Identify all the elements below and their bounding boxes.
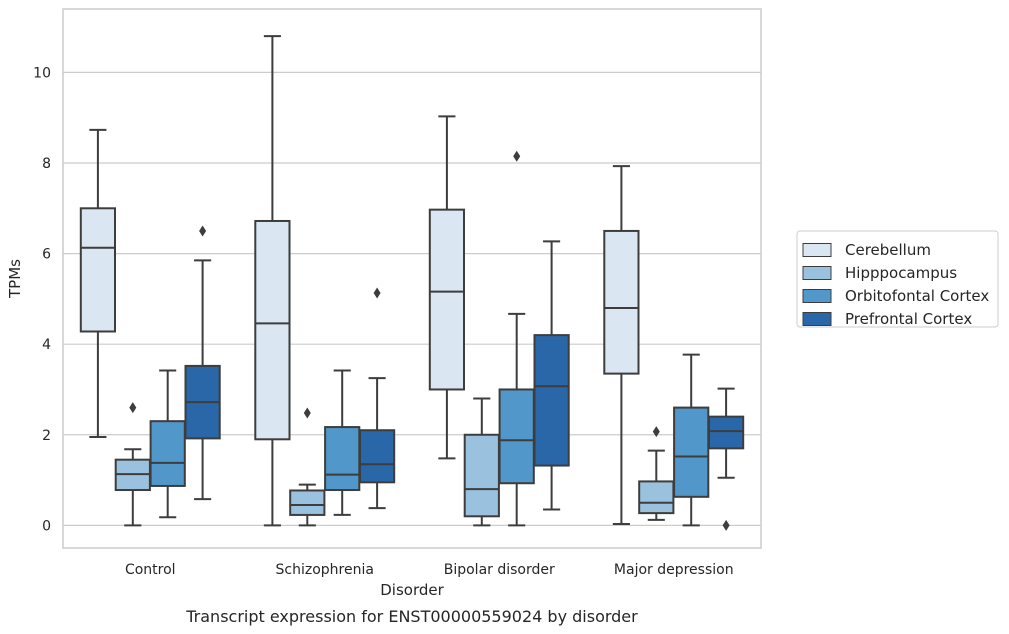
x-tick-labels: Control Schizophrenia Bipolar disorder Majo… (125, 562, 734, 578)
box-body (707, 415, 745, 450)
box-hipppocampus (463, 397, 500, 527)
legend-swatch (802, 243, 832, 257)
box-body (428, 208, 466, 391)
y-tick-labels: 0 2 4 6 8 10 (33, 65, 51, 534)
box-orbitofontal-cortex (498, 150, 535, 527)
box-body (498, 388, 535, 485)
legend-label: Hipppocampus (845, 264, 957, 282)
legend-item: Hipppocampus (802, 264, 957, 282)
box-body (638, 480, 675, 515)
box-cerebellum (254, 35, 291, 527)
legend-item: Cerebellum (802, 241, 931, 259)
chart-caption: Transcript expression for ENST0000055902… (185, 607, 638, 626)
box-cerebellum (79, 128, 117, 439)
box-body (673, 406, 710, 498)
box-body (149, 420, 186, 487)
legend-swatch (802, 266, 832, 280)
box-orbitofontal-cortex (149, 369, 186, 519)
outlier-point (129, 402, 137, 414)
x-tick-label: Bipolar disorder (444, 562, 555, 578)
box-prefrontal-cortex (533, 240, 570, 511)
legend-swatch (802, 289, 832, 303)
box-prefrontal-cortex (184, 225, 221, 501)
outlier-point (652, 426, 660, 438)
x-tick-label: Control (125, 562, 176, 578)
outlier-point (513, 150, 521, 162)
y-tick-label: 10 (33, 65, 51, 81)
box-body (603, 229, 640, 375)
legend-label: Orbitofontal Cortex (845, 287, 989, 305)
y-tick-label: 8 (42, 156, 51, 172)
legend: Cerebellum Hipppocampus Orbitofontal Corte… (796, 230, 999, 328)
box-body (533, 334, 570, 467)
outlier-point (303, 407, 311, 419)
box-cerebellum (603, 165, 640, 525)
outlier-point (199, 225, 207, 237)
plot-frame (62, 8, 762, 549)
x-axis-label: Disorder (380, 581, 444, 599)
outlier-point (373, 287, 381, 299)
box-hipppocampus (289, 407, 326, 527)
y-tick-label: 0 (42, 518, 51, 534)
box-cerebellum (428, 115, 466, 460)
x-tick-label: Schizophrenia (276, 562, 374, 578)
box-orbitofontal-cortex (324, 369, 361, 516)
outlier-point (722, 519, 730, 531)
box-orbitofontal-cortex (673, 353, 710, 527)
box-prefrontal-cortex (358, 287, 396, 510)
y-tick-label: 6 (42, 247, 51, 263)
legend-label: Prefrontal Cortex (845, 310, 972, 328)
box-body (254, 219, 291, 441)
box-body (79, 207, 117, 333)
box-plot-marks (79, 35, 745, 531)
y-axis-label: TPMs (6, 259, 24, 299)
legend-frame (796, 230, 999, 328)
legend-item: Prefrontal Cortex (802, 310, 972, 328)
legend-label: Cerebellum (845, 241, 931, 259)
legend-item: Orbitofontal Cortex (802, 287, 989, 305)
box-body (324, 426, 361, 492)
y-tick-label: 4 (42, 337, 51, 353)
box-prefrontal-cortex (707, 387, 745, 531)
y-tick-label: 2 (42, 428, 51, 444)
legend-swatch (802, 312, 832, 326)
box-body (289, 489, 326, 516)
box-body (358, 429, 396, 484)
box-body (463, 433, 500, 518)
box-hipppocampus (638, 426, 675, 521)
box-hipppocampus (114, 402, 151, 527)
x-tick-label: Major depression (614, 562, 734, 578)
